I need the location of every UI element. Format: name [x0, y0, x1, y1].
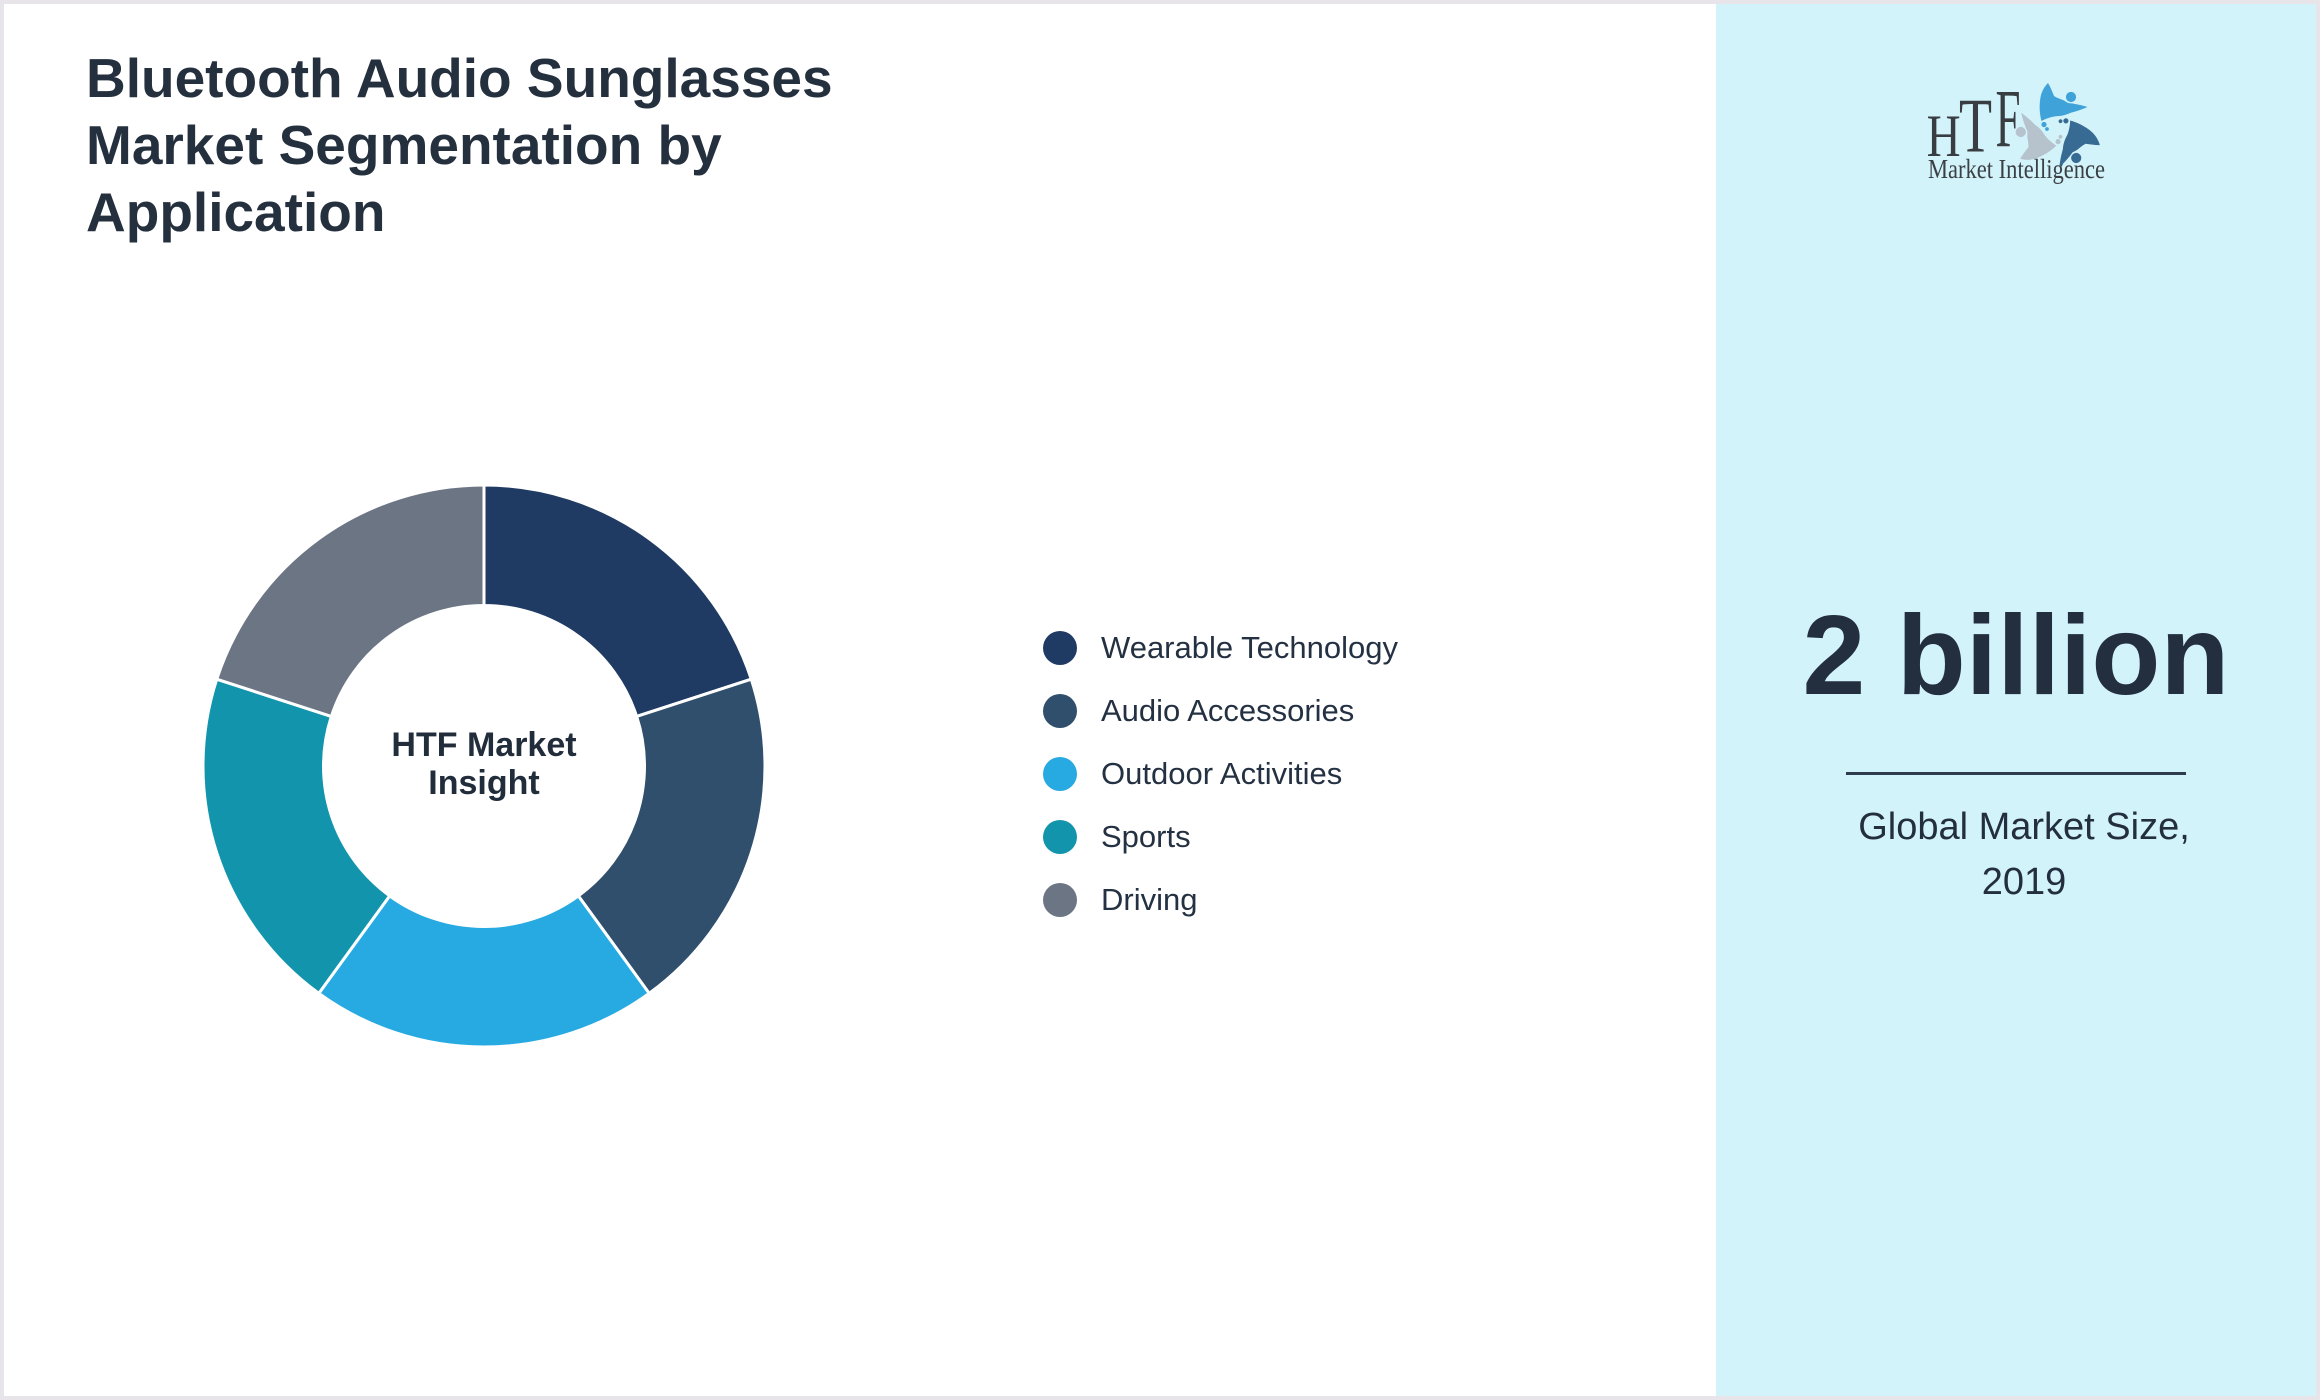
svg-text:H: H — [1927, 103, 1961, 169]
svg-text:F: F — [1996, 80, 2021, 165]
svg-text:T: T — [1959, 82, 1992, 168]
